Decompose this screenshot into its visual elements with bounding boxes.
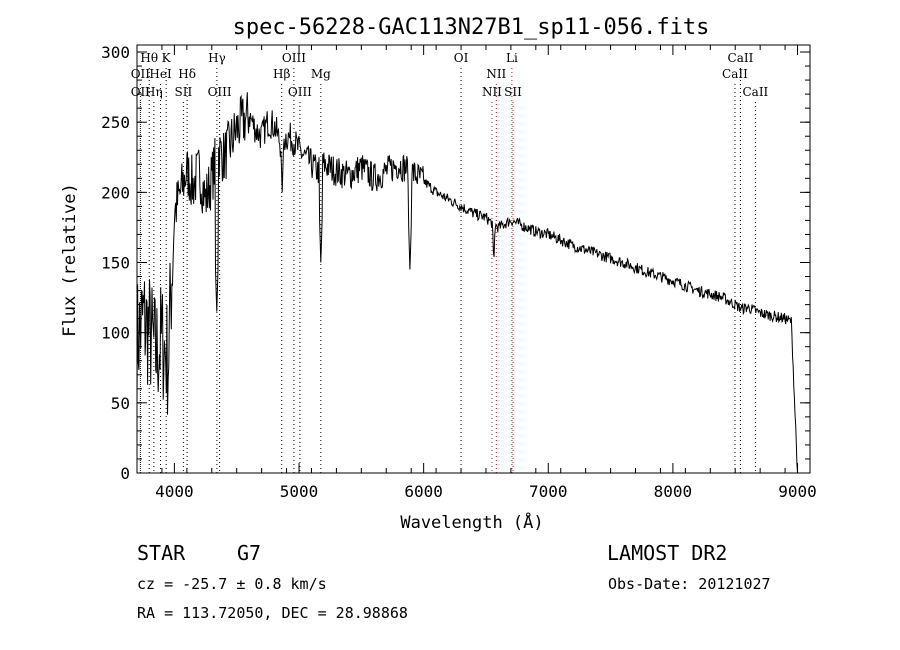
marker-label: OII	[131, 67, 151, 81]
x-tick-label: 6000	[404, 482, 443, 501]
chart-title: spec-56228-GAC113N27B1_sp11-056.fits	[233, 15, 710, 40]
x-axis-label: Wavelength (Å)	[400, 511, 543, 533]
x-tick-label: 9000	[778, 482, 817, 501]
marker-label: Li	[506, 51, 518, 65]
y-axis-label: Flux (relative)	[60, 183, 80, 337]
marker-label: NII	[482, 85, 502, 99]
marker-label: SII	[175, 85, 193, 99]
redshift-readout: cz = -25.7 ± 0.8 km/s	[137, 575, 327, 593]
spectrum-line	[136, 92, 798, 474]
marker-label: Hδ	[178, 67, 196, 81]
y-tick-label: 150	[101, 254, 130, 273]
marker-label: NII	[486, 67, 506, 81]
marker-label: Hγ	[208, 51, 226, 65]
marker-label: SII	[504, 85, 522, 99]
object-class: STAR	[137, 541, 186, 565]
y-tick-label: 100	[101, 324, 130, 343]
survey-name: LAMOST DR2	[607, 541, 728, 565]
y-tick-label: 0	[120, 464, 130, 483]
marker-label: HeI	[149, 67, 172, 81]
obs-date: Obs-Date: 20121027	[608, 575, 771, 593]
marker-label: Mg	[311, 67, 331, 81]
marker-label: OI	[454, 51, 469, 65]
y-tick-label: 300	[101, 43, 130, 62]
marker-label: Hθ	[140, 51, 158, 65]
object-subclass: G7	[237, 541, 262, 565]
marker-label: CaII	[722, 67, 748, 81]
marker-label: K	[162, 51, 172, 65]
y-tick-label: 50	[111, 394, 130, 413]
coordinates: RA = 113.72050, DEC = 28.98868	[137, 604, 408, 622]
x-tick-label: 8000	[654, 482, 693, 501]
y-tick-label: 250	[101, 113, 130, 132]
plot-frame	[136, 44, 811, 474]
x-tick-label: 5000	[280, 482, 319, 501]
marker-label: CaII	[728, 51, 754, 65]
marker-label: OIII	[282, 51, 306, 65]
marker-label: CaII	[742, 85, 768, 99]
y-tick-label: 200	[101, 183, 130, 202]
marker-label: Hβ	[273, 67, 290, 81]
axes: 4000 5000 6000 7000 8000 9000 0 50 100 150 200 250 3…	[101, 43, 817, 501]
x-tick-label: 4000	[155, 482, 194, 501]
marker-label: OIII	[288, 85, 312, 99]
marker-label: OII	[131, 85, 151, 99]
marker-label: OIII	[208, 85, 232, 99]
marker-label: Hη	[145, 85, 163, 99]
x-tick-label: 7000	[529, 482, 568, 501]
